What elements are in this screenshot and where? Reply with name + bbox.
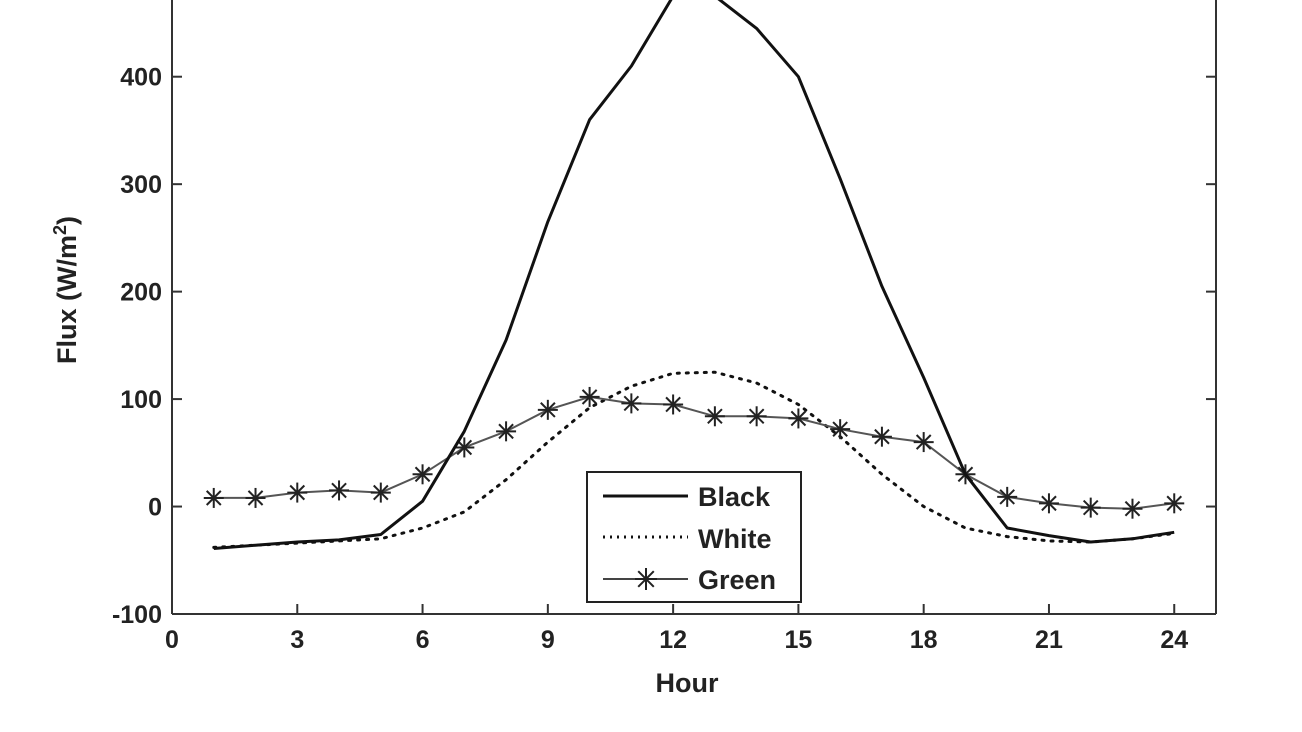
series-green-point: [537, 399, 558, 420]
series-white-line: [212, 370, 1176, 549]
series-green-point: [746, 406, 767, 427]
series-green-point: [871, 426, 892, 447]
y-tick-label: 0: [148, 494, 162, 522]
legend-star-glyph: [635, 568, 657, 590]
legend-star-marker: [635, 568, 657, 590]
series-green-point: [245, 487, 266, 508]
series-green-point: [287, 482, 308, 503]
series-green-point: [621, 393, 642, 414]
y-axis-label-group: Flux (W/m2): [50, 216, 82, 364]
x-tick-label: 0: [165, 626, 179, 654]
series-green-point: [329, 480, 350, 501]
series-green-point: [913, 432, 934, 453]
series-black: [213, 0, 1175, 550]
series-green-point: [1080, 497, 1101, 518]
x-tick-label: 15: [784, 626, 812, 654]
y-axis-label-superscript: 2: [50, 225, 70, 235]
series-green-point: [579, 386, 600, 407]
series-green-point: [496, 421, 517, 442]
series-white: [212, 370, 1176, 549]
series-green-point: [1038, 493, 1059, 514]
x-tick-label: 24: [1160, 626, 1188, 654]
y-axis-label-suffix: ): [52, 216, 82, 225]
x-tick-label: 21: [1035, 626, 1063, 654]
legend-label-green: Green: [698, 565, 776, 595]
series-green: [203, 386, 1185, 519]
series-green-point: [704, 406, 725, 427]
x-tick-label: 6: [416, 626, 430, 654]
y-tick-label: 300: [120, 171, 162, 199]
series-green-point: [997, 486, 1018, 507]
series-green-point: [370, 482, 391, 503]
series-black-line: [213, 0, 1175, 550]
series-green-point: [663, 394, 684, 415]
series-green-point: [788, 408, 809, 429]
y-axis-label: Flux (W/m2): [50, 216, 82, 364]
series-green-point: [830, 419, 851, 440]
legend-label-white: White: [698, 524, 772, 554]
x-tick-label: 12: [659, 626, 687, 654]
series-green-point: [203, 487, 224, 508]
y-tick-label: -100: [112, 601, 162, 629]
legend: Black White Green: [586, 471, 802, 603]
x-tick-label: 3: [290, 626, 304, 654]
plot-area: [171, 0, 1217, 615]
x-tick-label: 18: [910, 626, 938, 654]
y-tick-label: 200: [120, 279, 162, 307]
series-green-point: [1164, 493, 1185, 514]
y-axis-label-main: Flux (W/m: [52, 235, 82, 364]
x-axis-label: Hour: [656, 668, 719, 698]
series-green-point: [412, 464, 433, 485]
legend-label-black: Black: [698, 482, 771, 512]
legend-box: [586, 471, 802, 603]
series-green-point: [1122, 498, 1143, 519]
y-tick-label: 100: [120, 386, 162, 414]
x-tick-label: 9: [541, 626, 555, 654]
series-green-point: [454, 437, 475, 458]
y-tick-label: 400: [120, 64, 162, 92]
